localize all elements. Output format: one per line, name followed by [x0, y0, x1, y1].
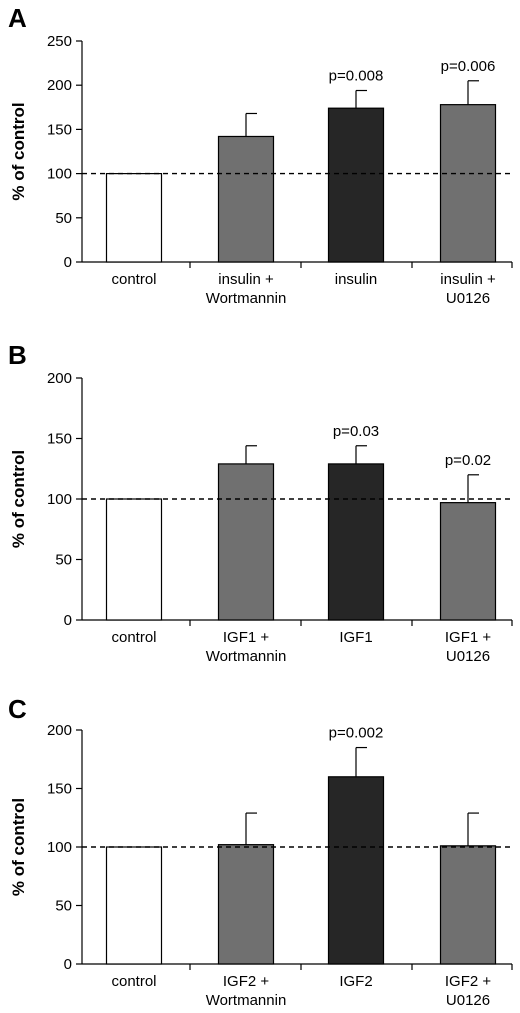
y-tick-label: 250 — [47, 33, 72, 50]
y-tick-label: 150 — [47, 431, 72, 448]
category-label: insulin + — [218, 271, 274, 288]
category-label: IGF1 + — [445, 629, 492, 646]
category-label: IGF2 — [339, 973, 372, 990]
bar — [217, 463, 275, 621]
category-label: U0126 — [446, 290, 490, 307]
p-value-label: p=0.008 — [329, 68, 384, 85]
p-value-label: p=0.03 — [333, 423, 379, 440]
category-label: Wortmannin — [206, 648, 287, 665]
category-label: insulin — [335, 271, 378, 288]
category-label: Wortmannin — [206, 290, 287, 307]
bar — [217, 844, 275, 965]
bar — [327, 107, 385, 263]
y-tick-label: 200 — [47, 722, 72, 739]
y-tick-label: 200 — [47, 370, 72, 387]
bar — [217, 135, 275, 263]
chart-panel-a: A 0 50 100 150 200 250 % of control control insul… — [8, 3, 513, 307]
y-tick-label: 50 — [55, 210, 72, 227]
y-tick-label: 150 — [47, 781, 72, 798]
panel-letter: B — [8, 340, 27, 370]
p-value-label: p=0.002 — [329, 725, 384, 742]
y-axis-label: % of control — [9, 102, 28, 200]
bar — [327, 463, 385, 621]
category-label: IGF2 + — [223, 973, 270, 990]
category-label: control — [111, 271, 156, 288]
bar — [439, 502, 497, 621]
bar — [439, 104, 497, 263]
chart-panel-c: C 0 50 100 150 200 % of control control IGF2 + Wo… — [8, 694, 513, 1009]
y-tick-label: 0 — [64, 612, 72, 629]
y-tick-label: 0 — [64, 956, 72, 973]
bar — [439, 845, 497, 965]
p-value-label: p=0.006 — [441, 58, 496, 75]
category-label: IGF2 + — [445, 973, 492, 990]
y-tick-label: 100 — [47, 166, 72, 183]
y-tick-label: 100 — [47, 491, 72, 508]
category-label: Wortmannin — [206, 992, 287, 1009]
panel-letter: C — [8, 694, 27, 724]
bar — [105, 846, 163, 965]
panel-letter: A — [8, 3, 27, 33]
category-label: U0126 — [446, 648, 490, 665]
category-label: IGF1 + — [223, 629, 270, 646]
bar — [105, 498, 163, 621]
y-axis-label: % of control — [9, 450, 28, 548]
p-value-label: p=0.02 — [445, 452, 491, 469]
y-axis-label: % of control — [9, 798, 28, 896]
category-label: U0126 — [446, 992, 490, 1009]
y-tick-label: 200 — [47, 77, 72, 94]
category-label: insulin + — [440, 271, 496, 288]
y-tick-label: 150 — [47, 121, 72, 138]
y-tick-label: 50 — [55, 552, 72, 569]
chart-panel-b: B 0 50 100 150 200 % of control control IGF1 + Wo… — [8, 340, 513, 665]
bar — [105, 173, 163, 263]
y-tick-label: 0 — [64, 254, 72, 271]
category-label: IGF1 — [339, 629, 372, 646]
y-tick-label: 100 — [47, 839, 72, 856]
category-label: control — [111, 629, 156, 646]
y-tick-label: 50 — [55, 898, 72, 915]
bar — [327, 776, 385, 965]
category-label: control — [111, 973, 156, 990]
